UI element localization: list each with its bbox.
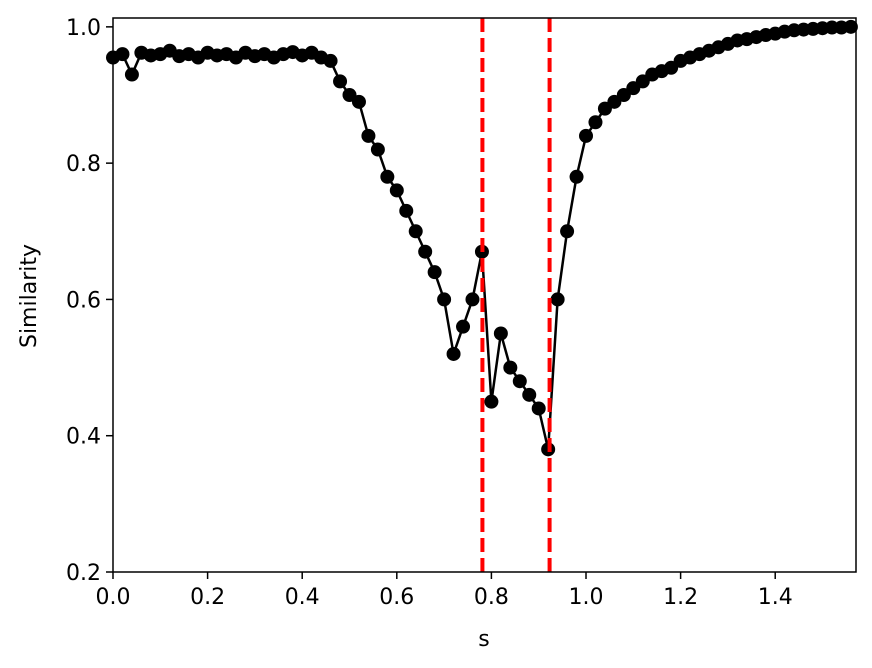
point	[512, 374, 527, 389]
y-tick-label: 0.6	[66, 288, 101, 313]
y-tick-label: 0.8	[66, 152, 101, 177]
point	[124, 67, 139, 82]
point	[351, 94, 366, 109]
x-tick-label: 0.8	[474, 585, 509, 610]
x-tick-label: 0.6	[379, 585, 414, 610]
point	[333, 74, 348, 89]
point	[579, 128, 594, 143]
point	[456, 319, 471, 334]
point	[399, 203, 414, 218]
point	[843, 19, 858, 34]
point	[484, 394, 499, 409]
x-tick-label: 1.0	[569, 585, 604, 610]
point	[408, 224, 423, 239]
point	[493, 326, 508, 341]
point	[361, 128, 376, 143]
point	[588, 115, 603, 130]
point	[446, 346, 461, 361]
point	[550, 292, 565, 307]
y-tick-label: 1.0	[66, 16, 101, 41]
point	[427, 265, 442, 280]
x-tick-label: 0.2	[190, 585, 225, 610]
point	[503, 360, 518, 375]
point	[370, 142, 385, 157]
point	[389, 183, 404, 198]
point	[560, 224, 575, 239]
point	[380, 169, 395, 184]
y-tick-label: 0.2	[66, 561, 101, 586]
x-tick-label: 1.4	[758, 585, 793, 610]
point	[115, 47, 130, 62]
y-axis-label: Similarity	[17, 244, 42, 348]
y-tick-label: 0.4	[66, 425, 101, 450]
point	[437, 292, 452, 307]
point	[569, 169, 584, 184]
point	[323, 53, 338, 68]
plot-frame	[112, 17, 857, 573]
point	[465, 292, 480, 307]
x-tick-label: 0.4	[285, 585, 320, 610]
point	[418, 244, 433, 259]
x-tick-label: 0.0	[96, 585, 131, 610]
point	[531, 401, 546, 416]
x-axis-label: s	[478, 627, 489, 652]
x-tick-label: 1.2	[663, 585, 698, 610]
point	[522, 387, 537, 402]
